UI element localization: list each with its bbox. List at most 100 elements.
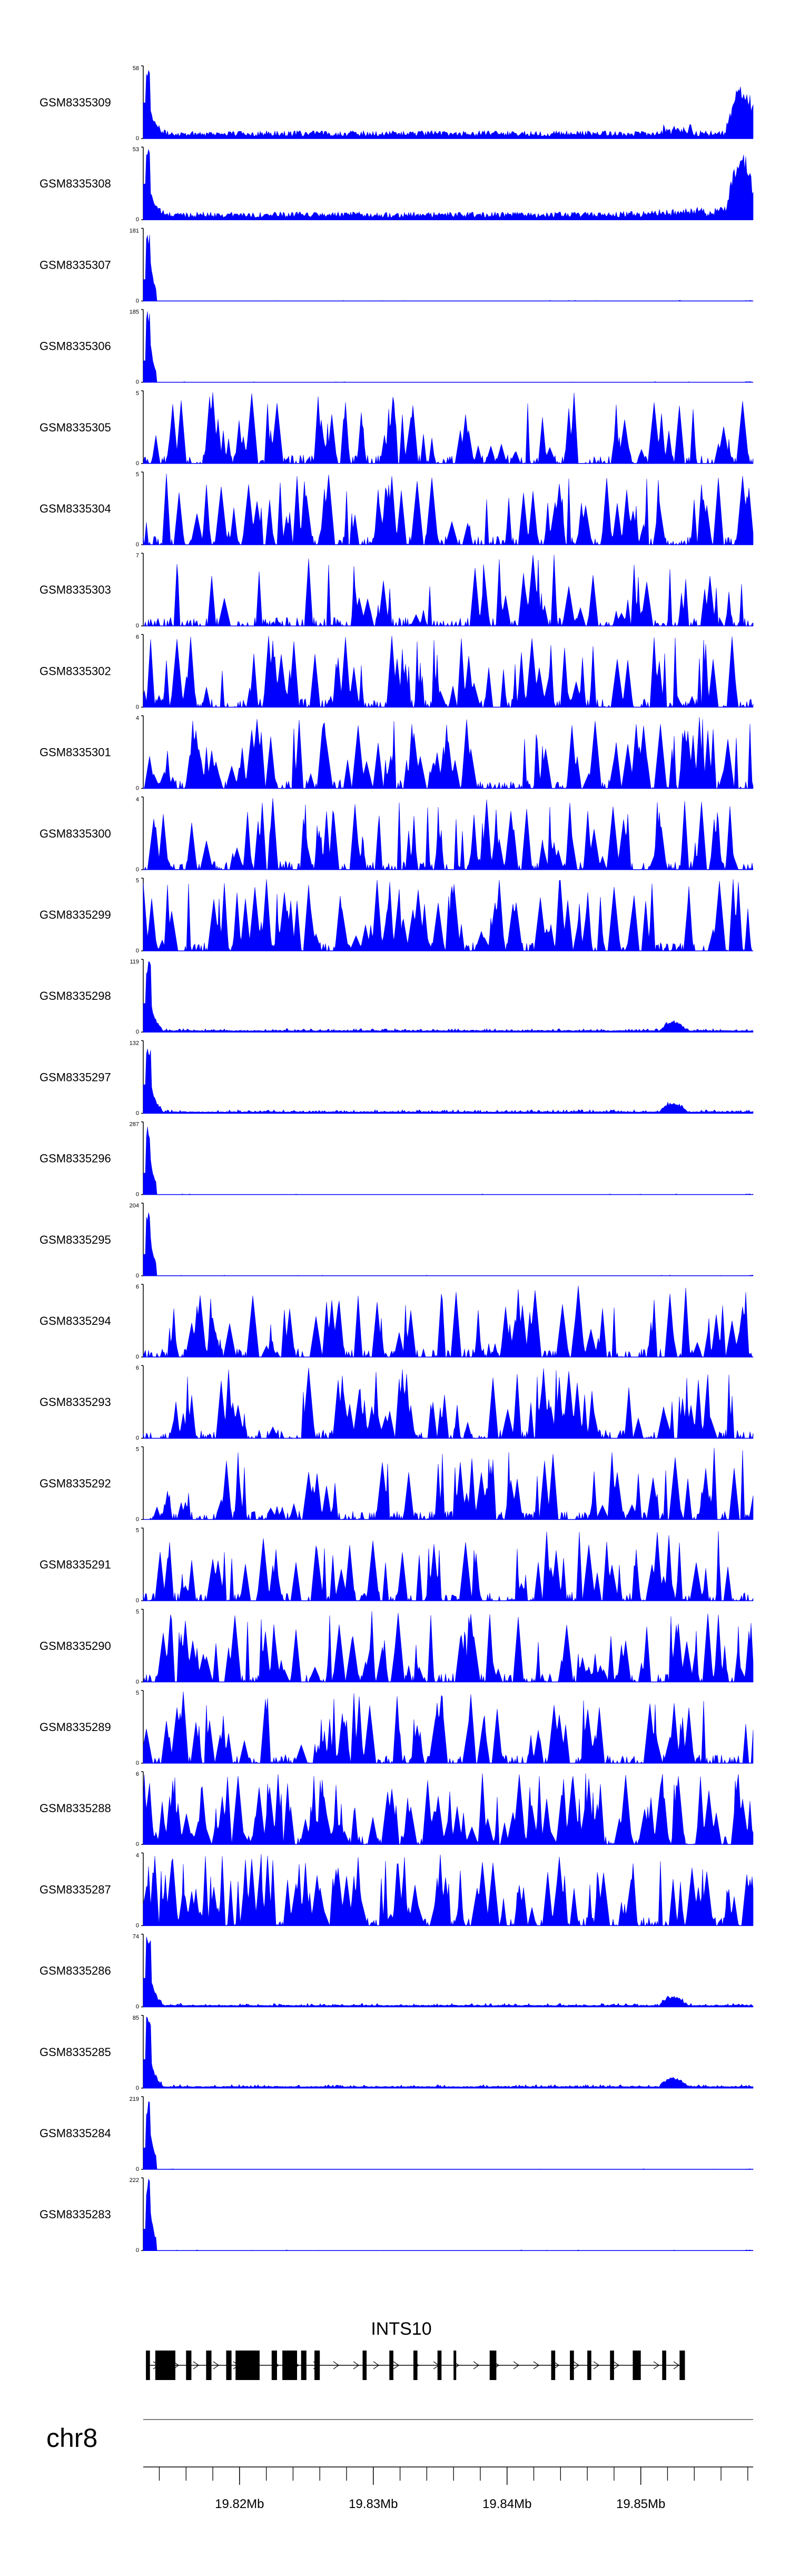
y-max-tick-label: 5 [136, 878, 139, 884]
y-max-tick-label: 74 [133, 1934, 139, 1940]
track-label: GSM8335303 [39, 583, 111, 596]
gene-label: INTS10 [371, 2319, 431, 2339]
exon-block [235, 2351, 260, 2380]
track-GSM8335297: GSM8335297 132 0 [39, 1040, 754, 1116]
y-min-tick-label: 0 [136, 460, 139, 467]
y-min-tick-label: 0 [136, 2004, 139, 2010]
track-GSM8335303: GSM8335303 7 0 [39, 553, 754, 629]
coverage-area [143, 1212, 754, 1276]
track-label: GSM8335287 [39, 1883, 111, 1896]
coverage-area [143, 1854, 754, 1926]
exon-block [186, 2351, 192, 2380]
y-min-tick-label: 0 [136, 542, 139, 548]
coverage-area [143, 1048, 754, 1114]
y-max-tick-label: 53 [133, 146, 139, 153]
coverage-tracks: GSM8335309 58 0 GSM8335308 53 0 GSM8335307 181 0… [39, 65, 754, 2254]
track-GSM8335285: GSM8335285 85 0 [39, 2015, 754, 2091]
strand-chevron [513, 2361, 520, 2369]
track-label: GSM8335296 [39, 1152, 111, 1165]
coverage-area [143, 1692, 754, 1764]
y-max-tick-label: 6 [136, 1365, 139, 1371]
coverage-area [143, 1448, 754, 1520]
y-max-tick-label: 204 [130, 1203, 139, 1209]
coverage-area [143, 1285, 754, 1358]
y-min-tick-label: 0 [136, 867, 139, 873]
track-label: GSM8335284 [39, 2127, 111, 2140]
strand-chevron [193, 2361, 200, 2369]
y-max-tick-label: 222 [130, 2177, 139, 2184]
track-GSM8335292: GSM8335292 5 0 [39, 1446, 754, 1522]
exon-block [271, 2351, 277, 2380]
y-min-tick-label: 0 [136, 1354, 139, 1360]
coverage-area [143, 879, 753, 952]
strand-chevron [533, 2361, 540, 2369]
strand-chevron [653, 2361, 660, 2369]
track-label: GSM8335297 [39, 1070, 111, 1084]
track-GSM8335287: GSM8335287 4 0 [39, 1852, 754, 1929]
coverage-area [143, 798, 754, 870]
exon-block [587, 2351, 591, 2380]
exon-block [570, 2351, 574, 2380]
track-GSM8335289: GSM8335289 5 0 [39, 1690, 754, 1766]
strand-chevron [373, 2361, 380, 2369]
y-max-tick-label: 5 [136, 1528, 139, 1534]
y-max-tick-label: 132 [130, 1040, 139, 1046]
x-axis-tick-label: 19.84Mb [482, 2497, 531, 2511]
track-label: GSM8335293 [39, 1395, 111, 1409]
coverage-area [143, 1531, 754, 1601]
y-max-tick-label: 5 [136, 1690, 139, 1696]
y-max-tick-label: 58 [133, 65, 139, 72]
y-min-tick-label: 0 [136, 704, 139, 710]
strand-chevron [593, 2361, 600, 2369]
track-GSM8335288: GSM8335288 6 0 [39, 1771, 754, 1847]
x-axis-tick-label: 19.82Mb [215, 2497, 264, 2511]
y-min-tick-label: 0 [136, 1029, 139, 1035]
exon-block [610, 2351, 614, 2380]
genomic-axis: chr8 19.82Mb 19.83Mb 19.84Mb 19.85Mb [46, 2419, 753, 2511]
coverage-area [143, 1368, 754, 1439]
y-max-tick-label: 5 [136, 471, 139, 478]
strand-chevron [393, 2361, 400, 2369]
track-GSM8335308: GSM8335308 53 0 [39, 146, 754, 223]
y-max-tick-label: 6 [136, 634, 139, 640]
y-min-tick-label: 0 [136, 948, 139, 954]
strand-chevron [213, 2361, 220, 2369]
track-label: GSM8335283 [39, 2208, 111, 2221]
track-label: GSM8335302 [39, 664, 111, 677]
x-axis-tick-label: 19.85Mb [616, 2497, 665, 2511]
strand-chevron [573, 2361, 580, 2369]
exon-block [662, 2351, 666, 2380]
coverage-area [143, 1126, 754, 1195]
exon-block [362, 2351, 367, 2380]
y-min-tick-label: 0 [136, 1922, 139, 1929]
y-min-tick-label: 0 [136, 217, 139, 223]
y-max-tick-label: 219 [130, 2096, 139, 2102]
strand-chevron [353, 2361, 360, 2369]
track-label: GSM8335286 [39, 1964, 111, 1978]
track-GSM8335296: GSM8335296 287 0 [39, 1122, 754, 1198]
exon-block [389, 2351, 393, 2380]
y-max-tick-label: 181 [130, 228, 139, 234]
y-min-tick-label: 0 [136, 2247, 139, 2254]
track-GSM8335286: GSM8335286 74 0 [39, 1934, 754, 2010]
y-min-tick-label: 0 [136, 135, 139, 142]
y-min-tick-label: 0 [136, 1192, 139, 1198]
coverage-area [143, 1773, 754, 1845]
exon-block [633, 2351, 641, 2380]
coverage-area [143, 70, 754, 139]
y-min-tick-label: 0 [136, 2166, 139, 2172]
coverage-area [143, 2178, 754, 2251]
track-GSM8335305: GSM8335305 5 0 [39, 390, 754, 467]
track-GSM8335307: GSM8335307 181 0 [39, 228, 754, 304]
y-max-tick-label: 4 [136, 715, 139, 722]
y-min-tick-label: 0 [136, 1760, 139, 1766]
y-min-tick-label: 0 [136, 785, 139, 792]
track-GSM8335299: GSM8335299 5 0 [39, 878, 753, 954]
exon-block [282, 2351, 298, 2380]
track-label: GSM8335298 [39, 989, 111, 1002]
exon-block [413, 2351, 418, 2380]
track-label: GSM8335309 [39, 96, 111, 109]
exon-block [551, 2351, 556, 2380]
y-min-tick-label: 0 [136, 1598, 139, 1604]
coverage-area [143, 2101, 754, 2170]
